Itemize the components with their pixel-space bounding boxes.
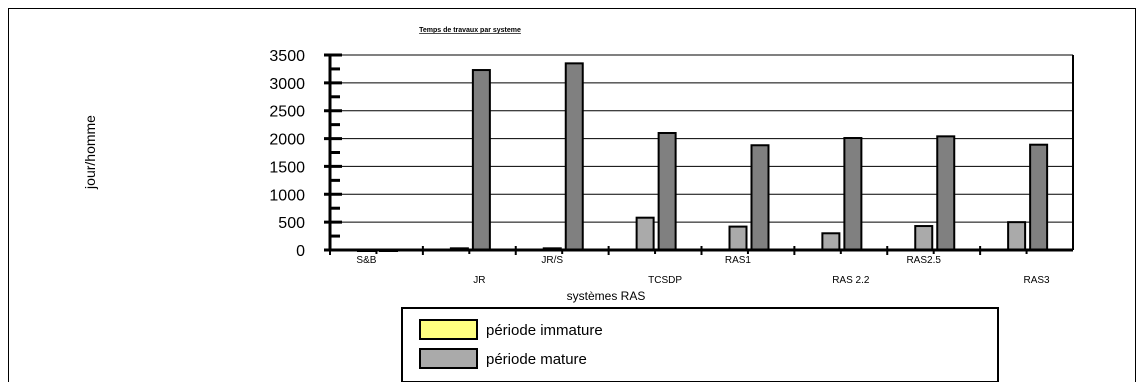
x-tick-label: TCSDP xyxy=(648,275,682,286)
bar-mature xyxy=(1029,143,1049,251)
y-tick-label: 0 xyxy=(296,243,305,260)
y-tick-label: 500 xyxy=(278,215,305,232)
bar-mature xyxy=(750,144,770,251)
x-axis-label: systèmes RAS xyxy=(567,289,646,303)
legend-label-immature: période immature xyxy=(486,322,603,339)
bar-mature xyxy=(471,69,491,251)
bar-immature xyxy=(914,225,934,252)
legend-swatch-mature xyxy=(419,348,478,369)
y-tick-label: 1500 xyxy=(269,159,305,176)
y-tick-label: 3500 xyxy=(269,48,305,65)
axes xyxy=(324,53,1074,255)
bar-immature xyxy=(728,225,748,252)
bar-immature xyxy=(1007,221,1027,251)
bar-immature xyxy=(635,216,655,251)
y-tick-label: 1000 xyxy=(269,187,305,204)
bar-mature xyxy=(657,132,677,251)
y-axis-label: jour/homme xyxy=(82,115,98,190)
y-tick-labels: 0 500 1000 1500 2000 2500 3000 3500 xyxy=(269,48,305,260)
chart-title: Temps de travaux par systeme xyxy=(419,27,521,34)
legend-label-mature: période mature xyxy=(486,351,587,368)
grid-lines xyxy=(330,54,1073,223)
legend: période immature période mature xyxy=(401,307,999,382)
x-tick-label: JR/S xyxy=(541,255,563,266)
bar-mature xyxy=(936,135,956,251)
x-tick-label: RAS1 xyxy=(725,255,752,266)
x-tick-label: RAS3 xyxy=(1024,275,1051,286)
x-tick-label: JR xyxy=(473,275,485,286)
bar-mature xyxy=(843,137,863,251)
y-tick-label: 2000 xyxy=(269,132,305,149)
x-tick-label: S&B xyxy=(356,255,376,266)
x-tick-label: RAS2.5 xyxy=(906,255,941,266)
bar-mature xyxy=(564,62,584,251)
bar-immature xyxy=(821,232,841,252)
legend-swatch-immature xyxy=(419,319,478,340)
x-tick-labels: S&B JR JR/S TCSDP RAS1 RAS 2.2 RAS2.5 RAS3 xyxy=(356,255,1050,286)
y-tick-label: 2500 xyxy=(269,104,305,121)
x-tick-label: RAS 2.2 xyxy=(832,275,870,286)
y-tick-label: 3000 xyxy=(269,76,305,93)
bars xyxy=(357,62,1049,252)
legend-box xyxy=(401,307,999,382)
